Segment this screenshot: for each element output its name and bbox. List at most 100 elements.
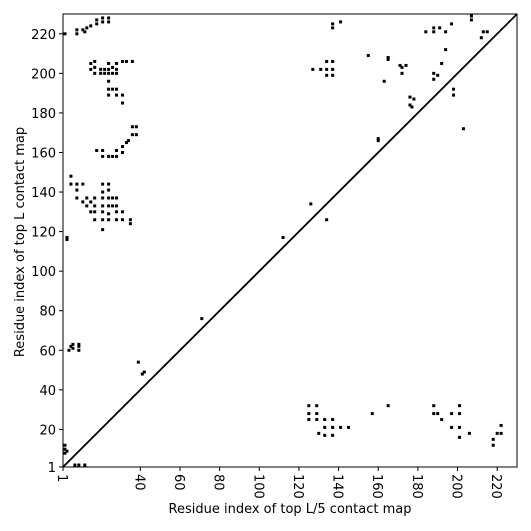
contact-point bbox=[450, 425, 454, 429]
plot-frame bbox=[62, 13, 518, 468]
contact-point bbox=[107, 218, 111, 222]
contact-point bbox=[115, 87, 119, 91]
contact-point bbox=[95, 22, 99, 26]
x-tick-label: 60 bbox=[171, 474, 186, 491]
contact-point bbox=[346, 425, 350, 429]
contact-point bbox=[307, 418, 311, 422]
contact-point bbox=[376, 137, 380, 141]
contact-point bbox=[128, 222, 132, 226]
contact-point bbox=[432, 30, 436, 34]
contact-point bbox=[382, 79, 386, 83]
contact-point bbox=[67, 348, 71, 352]
contact-point bbox=[101, 204, 105, 208]
contact-point bbox=[319, 67, 323, 71]
contact-point bbox=[111, 154, 115, 158]
contact-point bbox=[461, 127, 465, 131]
contact-point bbox=[323, 433, 327, 437]
contact-point bbox=[386, 57, 390, 61]
contact-point bbox=[103, 67, 107, 71]
contact-point bbox=[101, 218, 105, 222]
contact-point bbox=[93, 210, 97, 214]
contact-point bbox=[107, 61, 111, 65]
contact-point bbox=[89, 210, 93, 214]
contact-point bbox=[73, 463, 77, 467]
contact-point bbox=[432, 404, 436, 408]
contact-point bbox=[115, 61, 119, 65]
x-tick-label: 120 bbox=[290, 474, 305, 499]
contact-point bbox=[376, 139, 380, 143]
contact-point bbox=[85, 204, 89, 208]
contact-point bbox=[124, 141, 128, 145]
contact-point bbox=[63, 32, 67, 36]
contact-point bbox=[115, 204, 119, 208]
y-tick-label: 200 bbox=[31, 67, 56, 82]
contact-point bbox=[111, 204, 115, 208]
contact-point bbox=[107, 67, 111, 71]
contact-point bbox=[101, 20, 105, 24]
contact-point bbox=[101, 210, 105, 214]
contact-point bbox=[71, 346, 75, 350]
y-tick-label: 80 bbox=[39, 305, 56, 320]
contact-point bbox=[200, 317, 204, 321]
contact-point bbox=[499, 423, 503, 427]
contact-point bbox=[130, 125, 134, 129]
contact-point bbox=[89, 24, 93, 28]
y-tick-label: 140 bbox=[31, 186, 56, 201]
contact-point bbox=[458, 435, 462, 439]
contact-point bbox=[124, 59, 128, 63]
contact-point bbox=[438, 26, 442, 30]
contact-point bbox=[325, 59, 329, 63]
contact-point bbox=[400, 65, 404, 69]
contact-point bbox=[408, 103, 412, 107]
contact-point bbox=[75, 196, 79, 200]
contact-point bbox=[107, 188, 111, 192]
x-tick-label: 1 bbox=[54, 474, 69, 482]
contact-point bbox=[85, 26, 89, 30]
contact-point bbox=[142, 370, 146, 374]
contact-point bbox=[140, 372, 144, 376]
contact-point bbox=[315, 404, 319, 408]
contact-point bbox=[120, 210, 124, 214]
contact-point bbox=[99, 71, 103, 75]
contact-point bbox=[136, 360, 140, 364]
contact-point bbox=[432, 26, 436, 30]
contact-point bbox=[408, 95, 412, 99]
contact-point bbox=[69, 344, 73, 348]
contact-point bbox=[331, 418, 335, 422]
y-tick-label: 180 bbox=[31, 107, 56, 122]
contact-point bbox=[339, 425, 343, 429]
contact-point bbox=[115, 210, 119, 214]
contact-point bbox=[77, 342, 81, 346]
contact-point bbox=[107, 212, 111, 216]
contact-point bbox=[107, 71, 111, 75]
y-tick-label: 40 bbox=[39, 384, 56, 399]
contact-point bbox=[83, 30, 87, 34]
y-tick-label: 120 bbox=[31, 226, 56, 241]
contact-point bbox=[315, 412, 319, 416]
x-tick-label: 160 bbox=[369, 474, 384, 499]
contact-point bbox=[315, 418, 319, 422]
contact-point bbox=[436, 412, 440, 416]
contact-point bbox=[111, 87, 115, 91]
contact-point bbox=[99, 67, 103, 71]
contact-point bbox=[491, 443, 495, 447]
contact-point bbox=[128, 218, 132, 222]
contact-point bbox=[325, 67, 329, 71]
x-tick-label: 100 bbox=[250, 474, 265, 499]
contact-point bbox=[130, 133, 134, 137]
contact-point bbox=[63, 451, 67, 455]
contact-point bbox=[107, 93, 111, 97]
contact-point bbox=[111, 196, 115, 200]
contact-point bbox=[65, 238, 69, 242]
contact-point bbox=[339, 20, 343, 24]
contact-point bbox=[499, 431, 503, 435]
contact-point bbox=[485, 30, 489, 34]
x-tick-label: 220 bbox=[488, 474, 503, 499]
contact-point bbox=[450, 412, 454, 416]
contact-point bbox=[115, 154, 119, 158]
contact-point bbox=[309, 202, 313, 206]
diagonal-line bbox=[62, 13, 518, 468]
y-tick-label: 220 bbox=[31, 28, 56, 43]
contact-point bbox=[366, 54, 370, 58]
